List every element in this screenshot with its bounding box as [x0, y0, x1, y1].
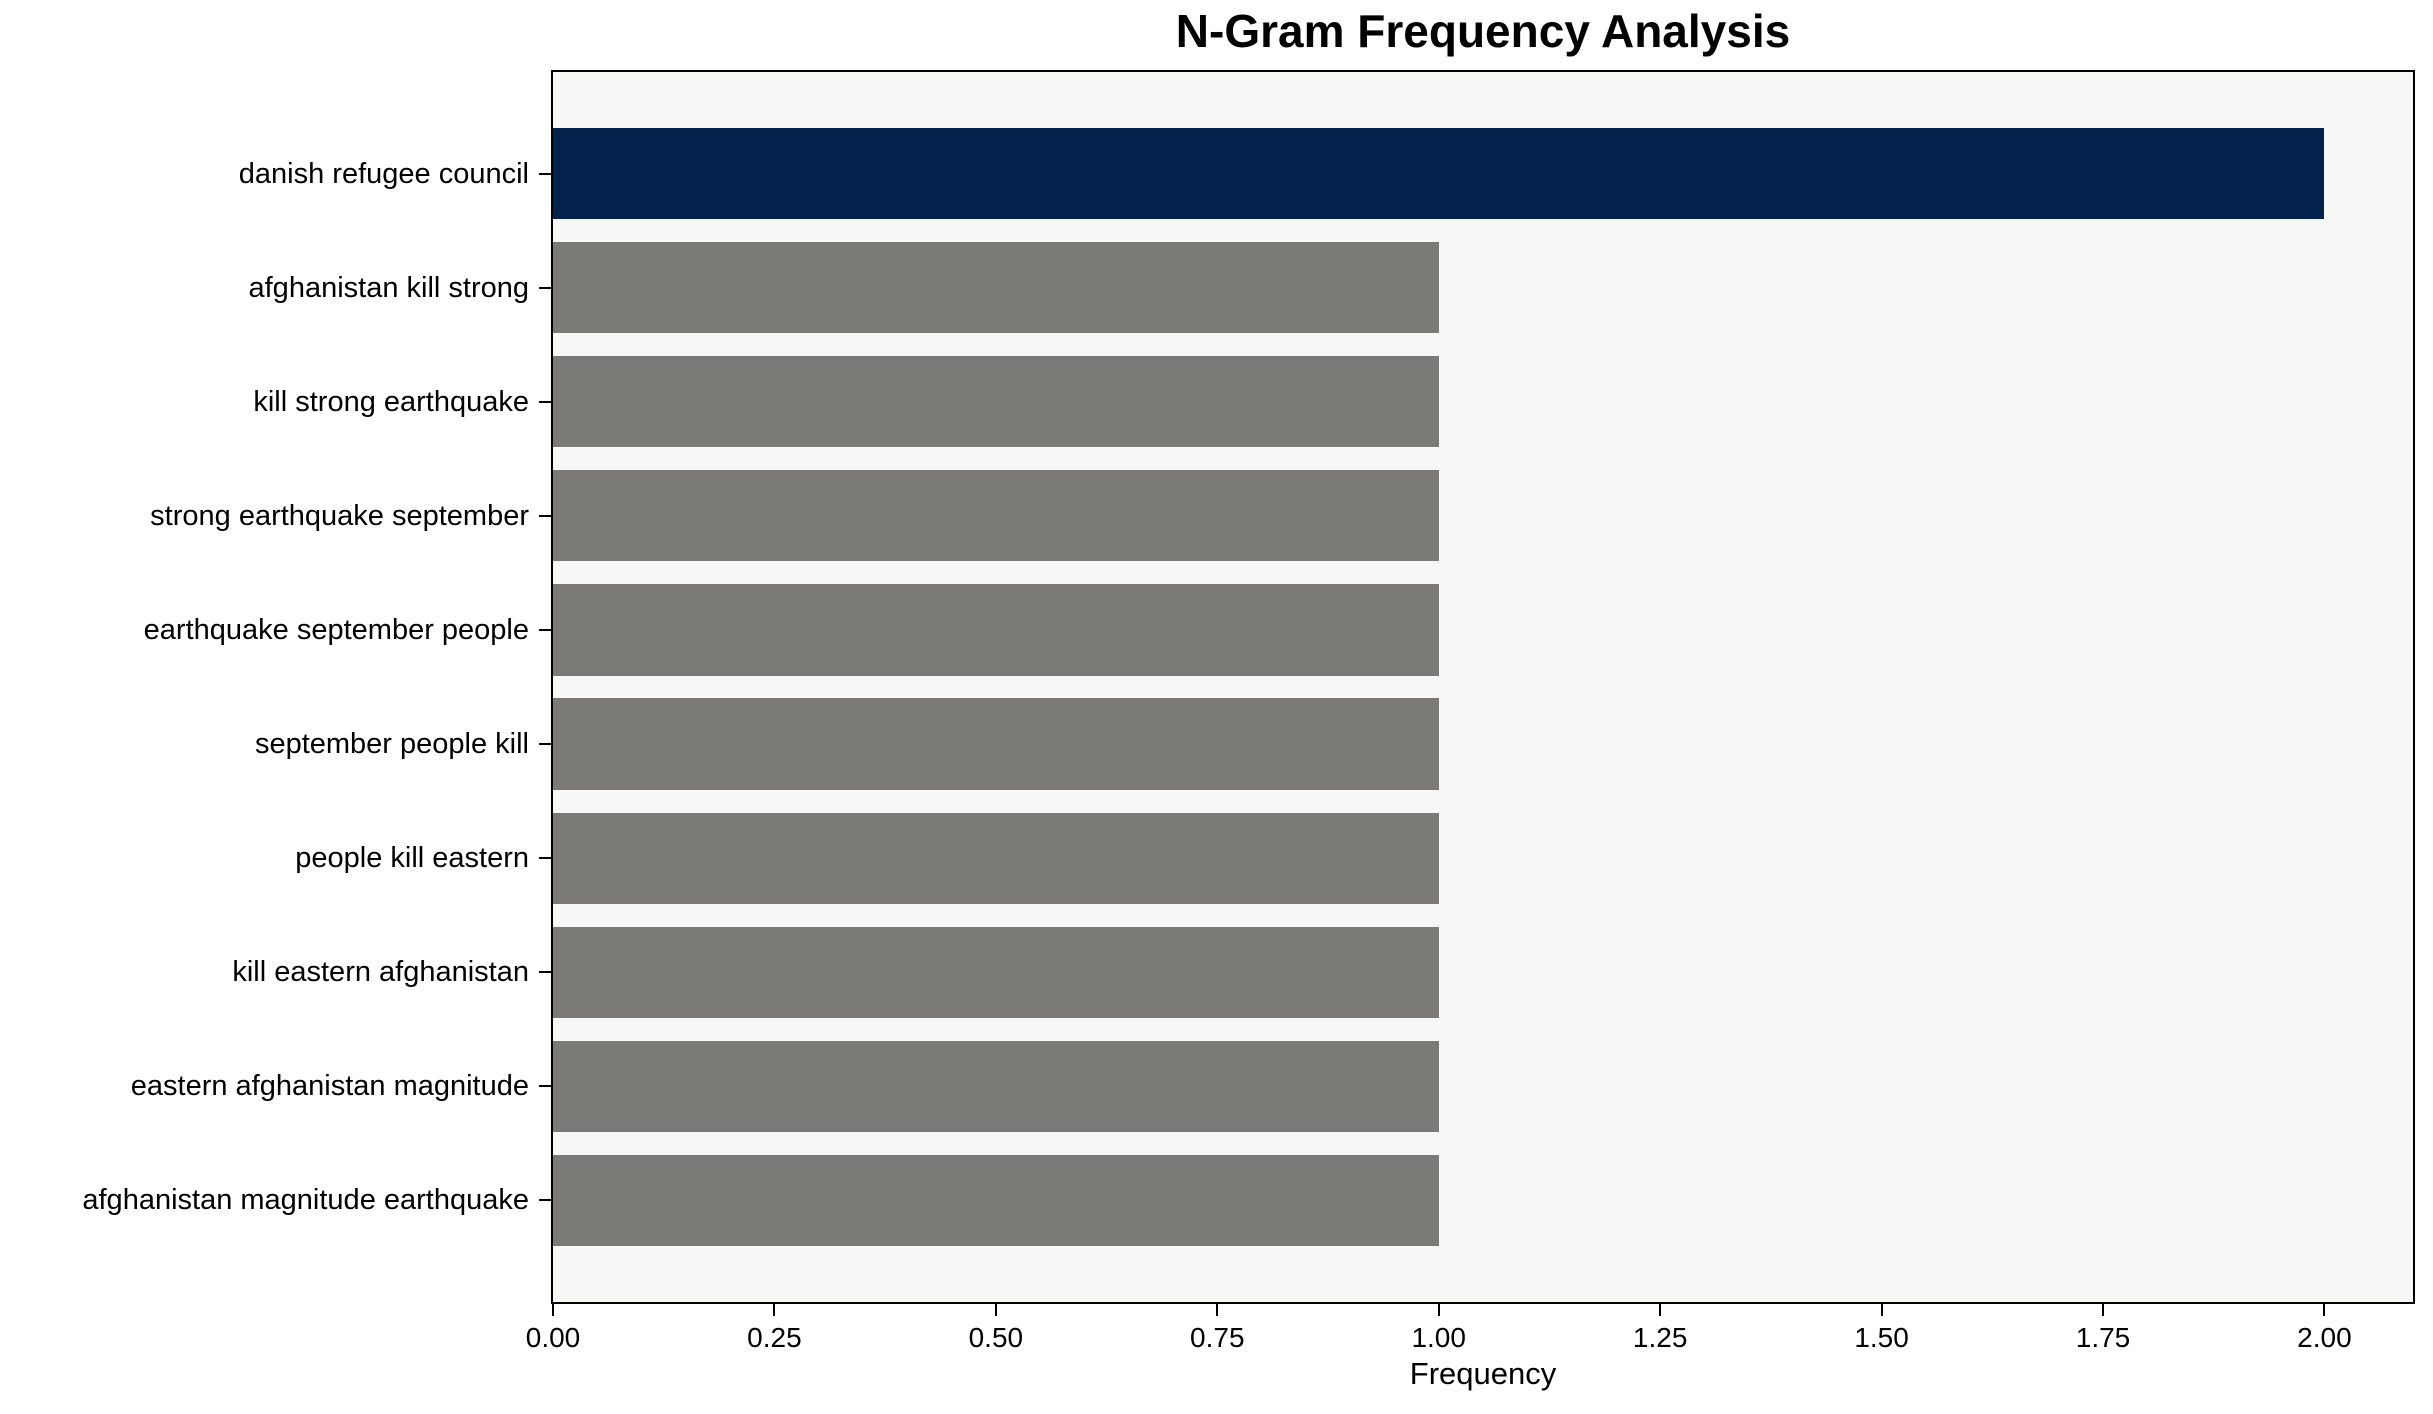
- x-tick-mark: [1437, 1304, 1440, 1316]
- x-tick-mark: [2323, 1304, 2326, 1316]
- x-tick-label: 0.25: [747, 1322, 802, 1353]
- y-tick-mark: [539, 628, 551, 631]
- bar-earthquake-september-people: [553, 584, 1439, 676]
- y-tick-mark: [539, 172, 551, 175]
- y-tick-mark: [539, 1199, 551, 1202]
- y-tick-label: kill eastern afghanistan: [232, 956, 529, 989]
- x-tick-label: 2.00: [2297, 1322, 2352, 1353]
- bar-people-kill-eastern: [553, 812, 1439, 904]
- bar-kill-eastern-afghanistan: [553, 926, 1439, 1018]
- x-axis-label: Frequency: [1409, 1356, 1557, 1391]
- y-tick-mark: [539, 1085, 551, 1088]
- y-tick-mark: [539, 971, 551, 974]
- y-tick-mark: [539, 514, 551, 517]
- x-tick-mark: [1216, 1304, 1219, 1316]
- x-tick-label: 1.25: [1632, 1322, 1688, 1353]
- y-tick-label: eastern afghanistan magnitude: [130, 1070, 529, 1103]
- chart-title: N-Gram Frequency Analysis: [1175, 5, 1791, 57]
- x-tick-mark: [1880, 1304, 1883, 1316]
- bar-september-people-kill: [553, 698, 1439, 790]
- bar-danish-refugee-council: [553, 127, 2325, 220]
- x-tick-label: 0.00: [525, 1322, 581, 1353]
- x-tick-mark: [2102, 1304, 2104, 1316]
- x-tick-mark: [773, 1304, 776, 1316]
- y-tick-label: kill strong earthquake: [253, 385, 529, 418]
- y-tick-label: afghanistan magnitude earthquake: [82, 1184, 529, 1217]
- y-tick-label: september people kill: [254, 728, 529, 761]
- y-tick-mark: [539, 400, 551, 403]
- x-tick-label: 1.75: [2075, 1322, 2131, 1353]
- plot-area: [551, 70, 2415, 1304]
- y-tick-label: people kill eastern: [295, 842, 529, 875]
- x-tick-label: 0.50: [968, 1322, 1024, 1353]
- x-tick-label: 1.50: [1854, 1322, 1909, 1353]
- bar-eastern-afghanistan-magnitude: [553, 1040, 1439, 1132]
- y-tick-label: danish refugee council: [238, 157, 529, 190]
- bar-strong-earthquake-september: [553, 470, 1439, 562]
- x-tick-mark: [994, 1304, 997, 1316]
- x-tick-mark: [1659, 1304, 1662, 1316]
- y-tick-mark: [539, 286, 551, 289]
- x-tick-label: 0.75: [1190, 1322, 1245, 1353]
- x-tick-mark: [552, 1304, 554, 1316]
- y-tick-label: earthquake september people: [143, 613, 529, 646]
- bar-afghanistan-kill-strong: [553, 242, 1439, 334]
- y-tick-label: afghanistan kill strong: [248, 271, 530, 304]
- x-tick-label: 1.00: [1411, 1322, 1466, 1353]
- bar-kill-strong-earthquake: [553, 356, 1439, 448]
- y-tick-mark: [539, 857, 551, 860]
- y-tick-label: strong earthquake september: [150, 499, 529, 532]
- bar-afghanistan-magnitude-earthquake: [553, 1154, 1439, 1247]
- y-tick-mark: [539, 743, 551, 746]
